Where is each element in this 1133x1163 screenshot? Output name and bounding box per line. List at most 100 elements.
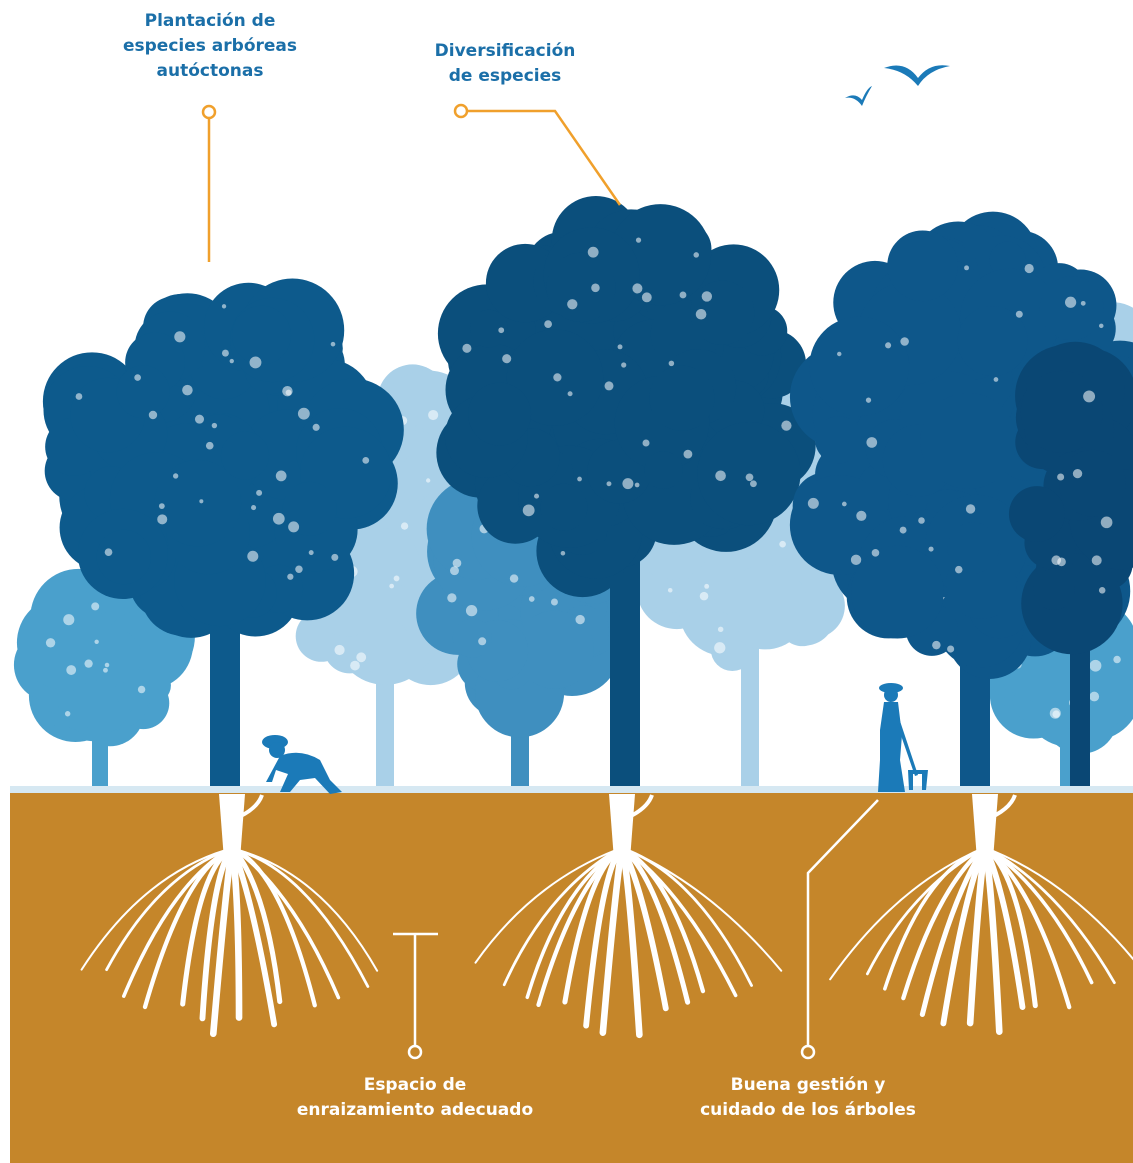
leaf-gap bbox=[356, 652, 366, 662]
leaf-gap bbox=[331, 342, 336, 347]
leaf-gap bbox=[932, 641, 940, 649]
leaf-gap bbox=[502, 354, 511, 363]
leaf-gap bbox=[222, 304, 226, 308]
leaf-cluster bbox=[1059, 450, 1126, 517]
leaf-gap bbox=[553, 373, 561, 381]
leaf-gap bbox=[577, 477, 582, 482]
leaf-cluster bbox=[645, 451, 683, 489]
leaf-cluster bbox=[97, 530, 151, 584]
leaf-gap bbox=[498, 327, 504, 333]
callout-label: Buena gestión y bbox=[731, 1075, 886, 1095]
leaf-gap bbox=[994, 377, 999, 382]
leaf-cluster bbox=[540, 484, 587, 531]
forest bbox=[14, 196, 1133, 792]
leaf-gap bbox=[856, 511, 866, 521]
leaf-gap bbox=[447, 593, 456, 602]
bird bbox=[884, 65, 950, 86]
leaf-gap bbox=[331, 554, 338, 561]
leaf-gap bbox=[350, 661, 360, 671]
leaf-gap bbox=[134, 374, 141, 381]
leaf-gap bbox=[91, 602, 99, 610]
callout-label: especies arbóreas bbox=[123, 36, 297, 56]
leaf-gap bbox=[230, 359, 234, 363]
leaf-gap bbox=[313, 424, 320, 431]
leaf-cluster bbox=[453, 619, 492, 658]
leaf-gap bbox=[199, 499, 203, 503]
leaf-gap bbox=[84, 660, 92, 668]
leaf-gap bbox=[1081, 301, 1086, 306]
leaf-gap bbox=[607, 481, 612, 486]
leaf-gap bbox=[591, 284, 600, 293]
leaf-cluster bbox=[920, 393, 1016, 489]
leaf-cluster bbox=[117, 365, 170, 418]
leaf-gap bbox=[588, 247, 599, 258]
leaf-gap bbox=[212, 423, 217, 428]
leaf-gap bbox=[669, 361, 675, 367]
leaf-gap bbox=[478, 637, 486, 645]
leaf-gap bbox=[929, 547, 934, 552]
leaf-gap bbox=[288, 521, 299, 532]
leaf-gap bbox=[206, 442, 214, 450]
leaf-gap bbox=[534, 494, 539, 499]
leaf-gap bbox=[866, 398, 871, 403]
leaf-gap bbox=[394, 576, 400, 582]
leaf-cluster bbox=[546, 253, 615, 322]
leaf-gap bbox=[287, 574, 293, 580]
leaf-gap bbox=[643, 439, 650, 446]
leaf-gap bbox=[295, 565, 302, 572]
leaf-cluster bbox=[59, 690, 99, 730]
leaf-cluster bbox=[851, 546, 944, 639]
leaf-gap bbox=[1089, 692, 1099, 702]
leaf-gap bbox=[842, 502, 847, 507]
leaf-gap bbox=[568, 391, 573, 396]
leaf-gap bbox=[462, 344, 471, 353]
leaf-gap bbox=[334, 645, 344, 655]
leaf-gap bbox=[159, 503, 165, 509]
leaf-gap bbox=[964, 265, 969, 270]
leaf-gap bbox=[401, 522, 408, 529]
leaf-gap bbox=[567, 299, 577, 309]
leaf-gap bbox=[157, 514, 167, 524]
leaf-gap bbox=[182, 385, 193, 396]
leaf-cluster bbox=[1033, 569, 1074, 610]
leaf-gap bbox=[450, 566, 459, 575]
callout-label: cuidado de los árboles bbox=[700, 1100, 916, 1120]
leaf-gap bbox=[575, 615, 584, 624]
leaf-gap bbox=[428, 410, 438, 420]
leaf-gap bbox=[704, 584, 709, 589]
leaf-gap bbox=[1092, 555, 1102, 565]
leaf-gap bbox=[1090, 660, 1102, 672]
callout-line bbox=[467, 111, 620, 205]
leaf-gap bbox=[605, 381, 614, 390]
leaf-gap bbox=[76, 393, 83, 400]
leaf-gap bbox=[684, 450, 693, 459]
leaf-gap bbox=[195, 415, 204, 424]
leaf-gap bbox=[138, 686, 145, 693]
leaf-gap bbox=[693, 252, 699, 258]
leaf-gap bbox=[1099, 324, 1103, 328]
grass bbox=[10, 786, 1133, 793]
leaf-cluster bbox=[947, 522, 998, 573]
leaf-gap bbox=[1057, 474, 1064, 481]
callout-label: de especies bbox=[449, 66, 562, 86]
leaf-gap bbox=[702, 291, 712, 301]
leaf-gap bbox=[63, 614, 74, 625]
leaf-gap bbox=[642, 292, 652, 302]
leaf-gap bbox=[250, 357, 262, 369]
leaf-gap bbox=[544, 320, 552, 328]
leaf-gap bbox=[66, 665, 76, 675]
leaf-cluster bbox=[232, 306, 291, 365]
leaf-gap bbox=[94, 640, 98, 644]
leaf-gap bbox=[851, 555, 861, 565]
leaf-gap bbox=[561, 551, 566, 556]
leaf-gap bbox=[872, 549, 880, 557]
leaf-gap bbox=[453, 559, 462, 568]
leaf-gap bbox=[1099, 587, 1106, 594]
leaf-gap bbox=[1025, 264, 1034, 273]
leaf-gap bbox=[298, 408, 310, 420]
leaf-cluster bbox=[815, 416, 862, 463]
callout-label: Diversificación bbox=[435, 41, 576, 61]
leaf-gap bbox=[866, 437, 877, 448]
leaf-cluster bbox=[1040, 276, 1104, 340]
leaf-gap bbox=[510, 574, 518, 582]
